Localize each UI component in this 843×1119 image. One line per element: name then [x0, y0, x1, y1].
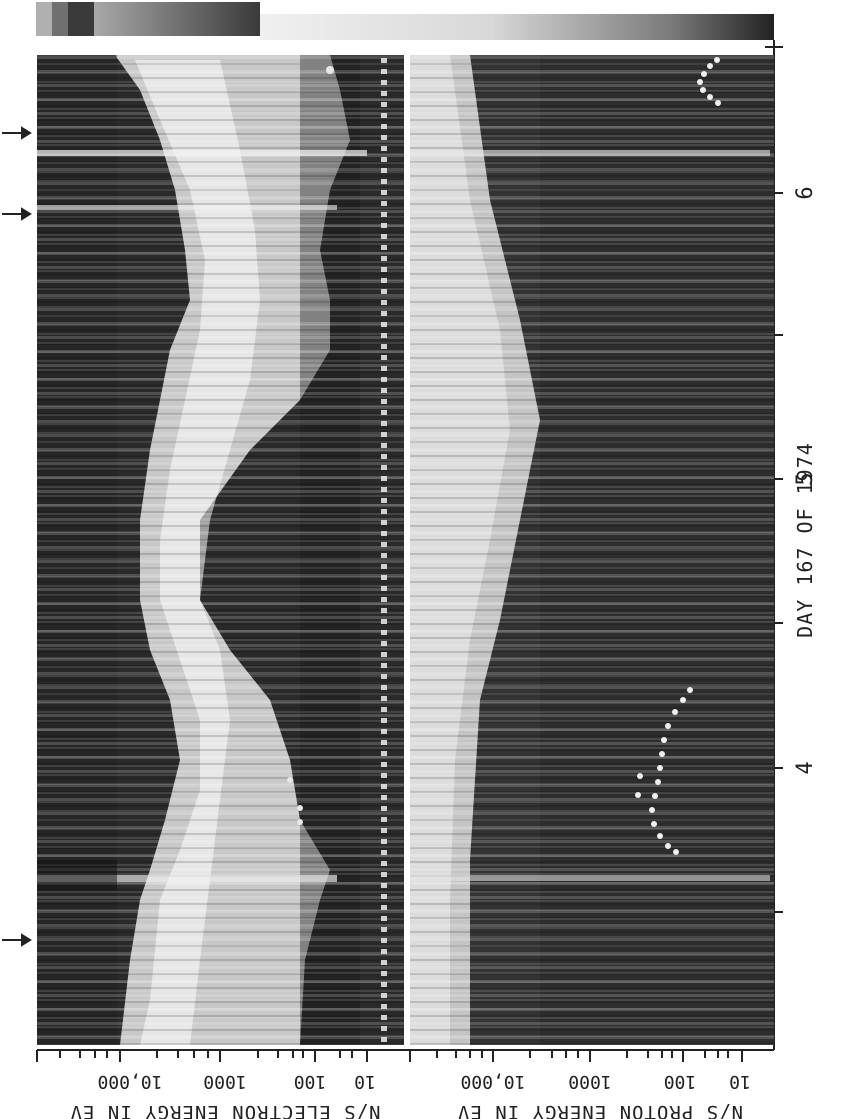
- proton-tick-10000: 10,000: [460, 1071, 525, 1092]
- energy-tick-marks: [36, 1050, 743, 1062]
- electron-tick-10: 10: [354, 1071, 376, 1092]
- hour-label-4: 4: [793, 761, 818, 774]
- proton-tick-10: 10: [729, 1071, 751, 1092]
- proton-tick-1000: 1000: [568, 1071, 611, 1092]
- electron-axis-title: N/S ELECTRON ENERGY IN EV: [70, 1101, 381, 1119]
- proton-axis-title: N/S PROTON ENERGY IN EV: [457, 1101, 743, 1119]
- hour-label-6: 6: [793, 186, 818, 199]
- gray-scale-bar: [36, 2, 774, 40]
- hour-label-5: 5: [793, 472, 818, 485]
- electron-tick-1000: 1000: [203, 1071, 246, 1092]
- electron-spectrogram: [37, 55, 407, 1045]
- event-arrows: [2, 126, 32, 947]
- day-label: DAY 167 OF 1974: [793, 442, 817, 638]
- electron-tick-10000: 10,000: [97, 1071, 162, 1092]
- proton-spectrogram: [410, 55, 774, 1045]
- electron-tick-100: 100: [294, 1071, 327, 1092]
- proton-tick-100: 100: [664, 1071, 697, 1092]
